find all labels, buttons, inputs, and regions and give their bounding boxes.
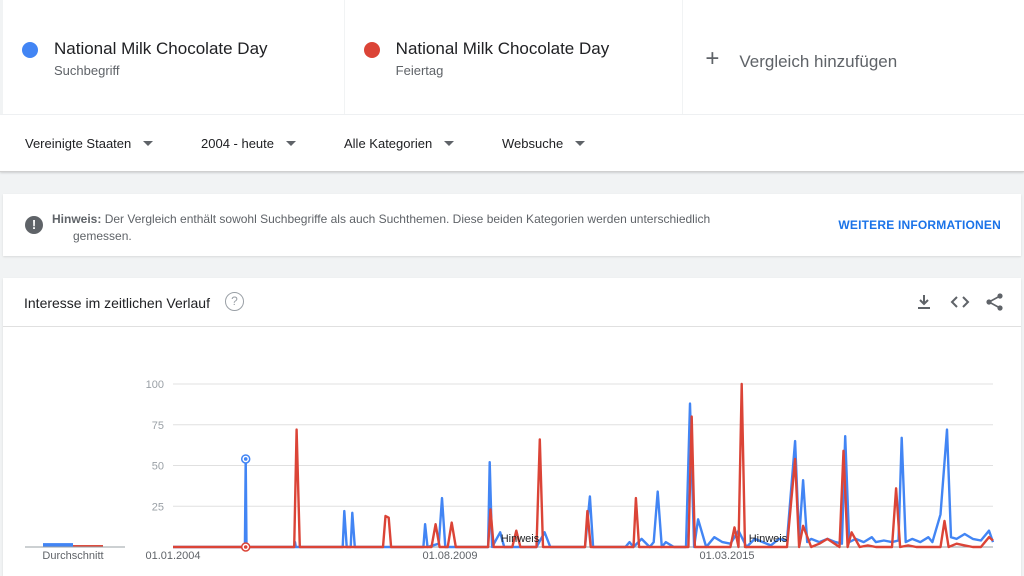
annotation-label[interactable]: Hinweis	[749, 533, 788, 545]
hover-point-2-core	[243, 545, 248, 549]
hover-point-1-core	[243, 457, 248, 461]
download-icon[interactable]	[914, 292, 934, 312]
region-dropdown[interactable]: Vereinigte Staaten	[25, 136, 154, 151]
chevron-down-icon	[286, 141, 297, 146]
y-tick-label: 100	[146, 379, 164, 391]
chevron-down-icon	[575, 141, 586, 146]
plus-icon: +	[705, 45, 720, 72]
filter-bar: Vereinigte Staaten 2004 - heute Alle Kat…	[0, 115, 1024, 172]
notice-line-2: gemessen.	[73, 229, 132, 243]
time-range-dropdown[interactable]: 2004 - heute	[201, 136, 297, 151]
notice-line-1: Der Vergleich enthält sowohl Suchbegriff…	[104, 212, 711, 226]
card-divider	[3, 326, 1021, 327]
term-subtitle: Feiertag	[395, 63, 444, 78]
more-info-link[interactable]: WEITERE INFORMATIONEN	[838, 218, 1001, 232]
x-tick-label: 01.03.2015	[699, 550, 754, 562]
notice-card: ! Hinweis: Der Vergleich enthält sowohl …	[3, 194, 1021, 256]
series-color-dot	[363, 42, 380, 58]
time-range-label: 2004 - heute	[201, 136, 275, 151]
series-line-2	[173, 382, 994, 549]
category-label: Alle Kategorien	[344, 136, 433, 151]
term-title: National Milk Chocolate Day	[54, 39, 268, 58]
average-bar	[43, 543, 73, 547]
x-axis-labels: 01.01.2004 01.08.2009 01.03.2015	[145, 550, 754, 562]
share-icon[interactable]	[985, 292, 1005, 312]
term-title: National Milk Chocolate Day	[395, 39, 610, 58]
average-bar	[73, 545, 103, 547]
compare-term-2[interactable]: National Milk Chocolate Day Feiertag	[344, 0, 683, 114]
region-label: Vereinigte Staaten	[25, 136, 132, 151]
annotation-label[interactable]: Hinweis	[501, 533, 540, 545]
average-bars	[25, 543, 125, 548]
interest-over-time-card: Interesse im zeitlichen Verlauf ? 100 75 5…	[3, 278, 1021, 576]
add-comparison-label: Vergleich hinzufügen	[739, 52, 898, 71]
compare-bar: National Milk Chocolate Day Suchbegriff …	[0, 0, 1024, 115]
chart-annotations: Hinweis Hinweis	[501, 533, 788, 545]
search-type-label: Websuche	[502, 136, 564, 151]
notice-text: Hinweis: Der Vergleich enthält sowohl Su…	[52, 211, 782, 245]
notice-label: Hinweis:	[52, 212, 102, 226]
x-tick-label: 01.01.2004	[145, 550, 200, 562]
chevron-down-icon	[444, 141, 455, 146]
y-tick-label: 50	[152, 461, 164, 473]
category-dropdown[interactable]: Alle Kategorien	[344, 136, 455, 151]
chart-grid: 100 75 50 25	[146, 379, 993, 548]
search-type-dropdown[interactable]: Websuche	[502, 136, 586, 151]
question-icon[interactable]: ?	[225, 292, 244, 311]
embed-icon[interactable]	[950, 292, 970, 312]
y-tick-label: 25	[152, 501, 164, 513]
chevron-down-icon	[143, 141, 154, 146]
add-comparison-button[interactable]: + Vergleich hinzufügen	[683, 0, 1024, 114]
trend-chart: 100 75 50 25 Durchschnitt 01.01.2004 01.08.2…	[25, 379, 995, 562]
chart-series	[173, 382, 995, 552]
term-subtitle: Suchbegriff	[54, 63, 120, 78]
card-title: Interesse im zeitlichen Verlauf	[24, 295, 210, 311]
exclamation-icon: !	[25, 216, 43, 234]
series-color-dot	[22, 42, 38, 58]
compare-term-1[interactable]: National Milk Chocolate Day Suchbegriff	[3, 0, 344, 114]
average-label: Durchschnitt	[42, 550, 103, 562]
x-tick-label: 01.08.2009	[422, 550, 477, 562]
y-tick-label: 75	[152, 420, 164, 432]
